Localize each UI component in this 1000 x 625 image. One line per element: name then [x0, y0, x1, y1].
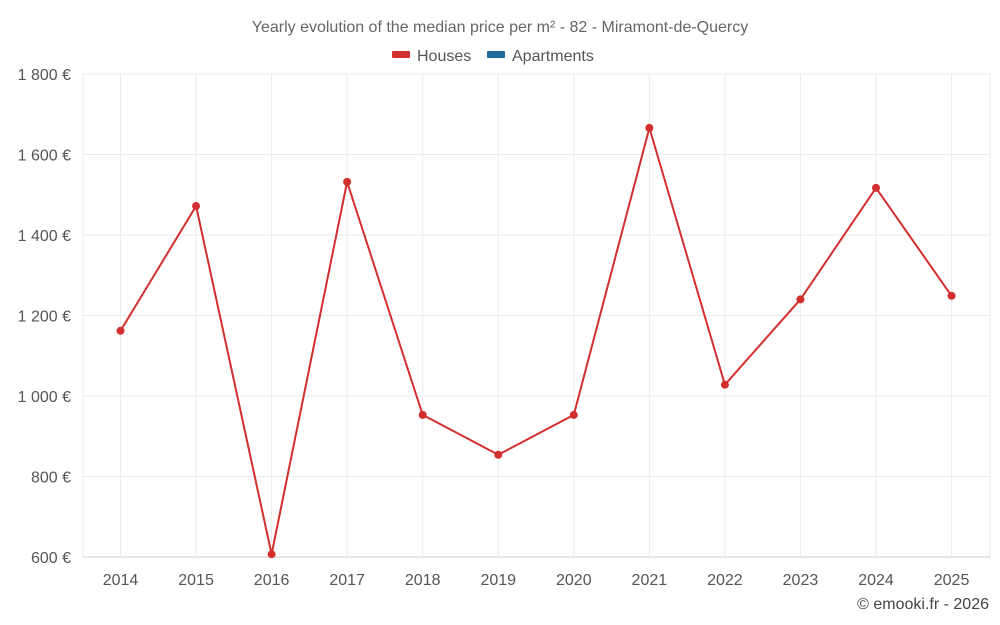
data-point-houses[interactable] [418, 410, 427, 419]
credit-text: © emooki.fr - 2026 [857, 596, 989, 613]
y-tick-label: 1 400 € [18, 228, 71, 245]
data-point-houses[interactable] [343, 177, 352, 186]
data-point-houses[interactable] [720, 380, 729, 389]
x-tick-label: 2023 [783, 572, 819, 589]
legend-swatch-apartments [487, 51, 505, 58]
legend-label-houses: Houses [417, 48, 471, 65]
y-tick-label: 800 € [31, 470, 71, 487]
data-point-houses[interactable] [116, 326, 125, 335]
data-point-houses[interactable] [947, 291, 956, 300]
x-tick-label: 2018 [405, 572, 441, 589]
x-tick-label: 2020 [556, 572, 592, 589]
grid [82, 73, 991, 557]
legend-item-apartments[interactable]: Apartments [487, 48, 594, 65]
x-tick-label: 2024 [858, 572, 894, 589]
x-tick-label: 2021 [632, 572, 668, 589]
x-tick-label: 2025 [934, 572, 970, 589]
x-tick-label: 2019 [480, 572, 516, 589]
data-point-houses[interactable] [267, 550, 276, 559]
y-tick-label: 1 200 € [18, 309, 71, 326]
data-point-houses[interactable] [645, 123, 654, 132]
x-tick-label: 2022 [707, 572, 743, 589]
data-point-houses[interactable] [796, 295, 805, 304]
legend-label-apartments: Apartments [512, 48, 594, 65]
legend-item-houses[interactable]: Houses [392, 48, 471, 65]
plot-area [116, 123, 956, 559]
data-point-houses[interactable] [872, 183, 880, 192]
axes: 600 € 800 € 1 000 € 1 200 € 1 400 € 1 600 € 1 … [18, 67, 990, 589]
chart-title: Yearly evolution of the median price per… [252, 19, 749, 36]
x-tick-label: 2014 [103, 572, 139, 589]
y-tick-label: 600 € [31, 550, 71, 567]
x-tick-label: 2015 [178, 572, 214, 589]
y-tick-label: 1 600 € [18, 148, 71, 165]
y-tick-label: 1 000 € [18, 389, 71, 406]
data-point-houses[interactable] [494, 450, 503, 459]
legend-swatch-houses [392, 51, 410, 58]
legend: Houses Apartments [392, 48, 594, 65]
series-line-houses [119, 126, 953, 556]
y-tick-label: 1 800 € [18, 67, 71, 84]
data-point-houses[interactable] [569, 410, 578, 419]
data-point-houses[interactable] [192, 202, 201, 211]
x-tick-label: 2016 [254, 572, 290, 589]
x-tick-label: 2017 [329, 572, 365, 589]
